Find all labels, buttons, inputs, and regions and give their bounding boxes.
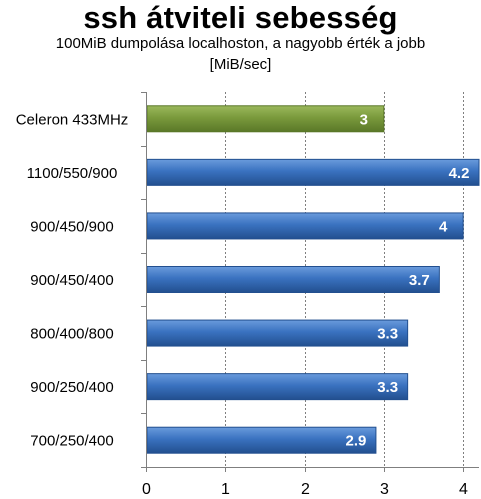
category-label-4: 800/400/800: [30, 326, 113, 343]
bar-2: [146, 212, 464, 240]
category-label-2: 900/450/900: [30, 218, 113, 235]
unit-label: [MiB/sec]: [209, 56, 272, 73]
value-label-1: 4.2: [449, 165, 470, 182]
value-label-3: 3.7: [409, 272, 430, 289]
value-label-0: 3: [360, 111, 368, 128]
category-label-3: 900/450/400: [30, 272, 113, 289]
value-label-2: 4: [439, 218, 448, 235]
axes: [141, 92, 479, 472]
bar-1: [146, 158, 480, 186]
value-label-6: 2.9: [345, 433, 366, 450]
x-tick-label-2: 2: [301, 481, 310, 498]
x-tick-label-1: 1: [221, 481, 230, 498]
chart-title: ssh átviteli sebesség: [83, 0, 398, 35]
chart-subtitle: 100MiB dumpolása localhoston, a nagyobb …: [55, 35, 426, 52]
category-label-5: 900/250/400: [30, 379, 113, 396]
bars: [146, 105, 480, 454]
category-label-1: 1100/550/900: [27, 165, 118, 182]
grid-lines: [225, 92, 464, 467]
bar-5: [146, 373, 409, 401]
bar-3: [146, 266, 440, 293]
bar-6: [146, 426, 377, 454]
value-label-5: 3.3: [377, 379, 398, 396]
category-label-6: 700/250/400: [30, 433, 113, 450]
value-label-4: 3.3: [377, 326, 398, 343]
labels: 3 Celeron 433MHz 4.2 1100/550/900 4 900/450/9…: [16, 111, 470, 498]
bar-0: [146, 105, 385, 133]
x-tick-label-0: 0: [142, 481, 151, 498]
category-label-0: Celeron 433MHz: [16, 111, 129, 128]
bar-4: [146, 319, 409, 347]
x-tick-label-3: 3: [380, 481, 389, 498]
x-tick-label-4: 4: [459, 481, 468, 498]
